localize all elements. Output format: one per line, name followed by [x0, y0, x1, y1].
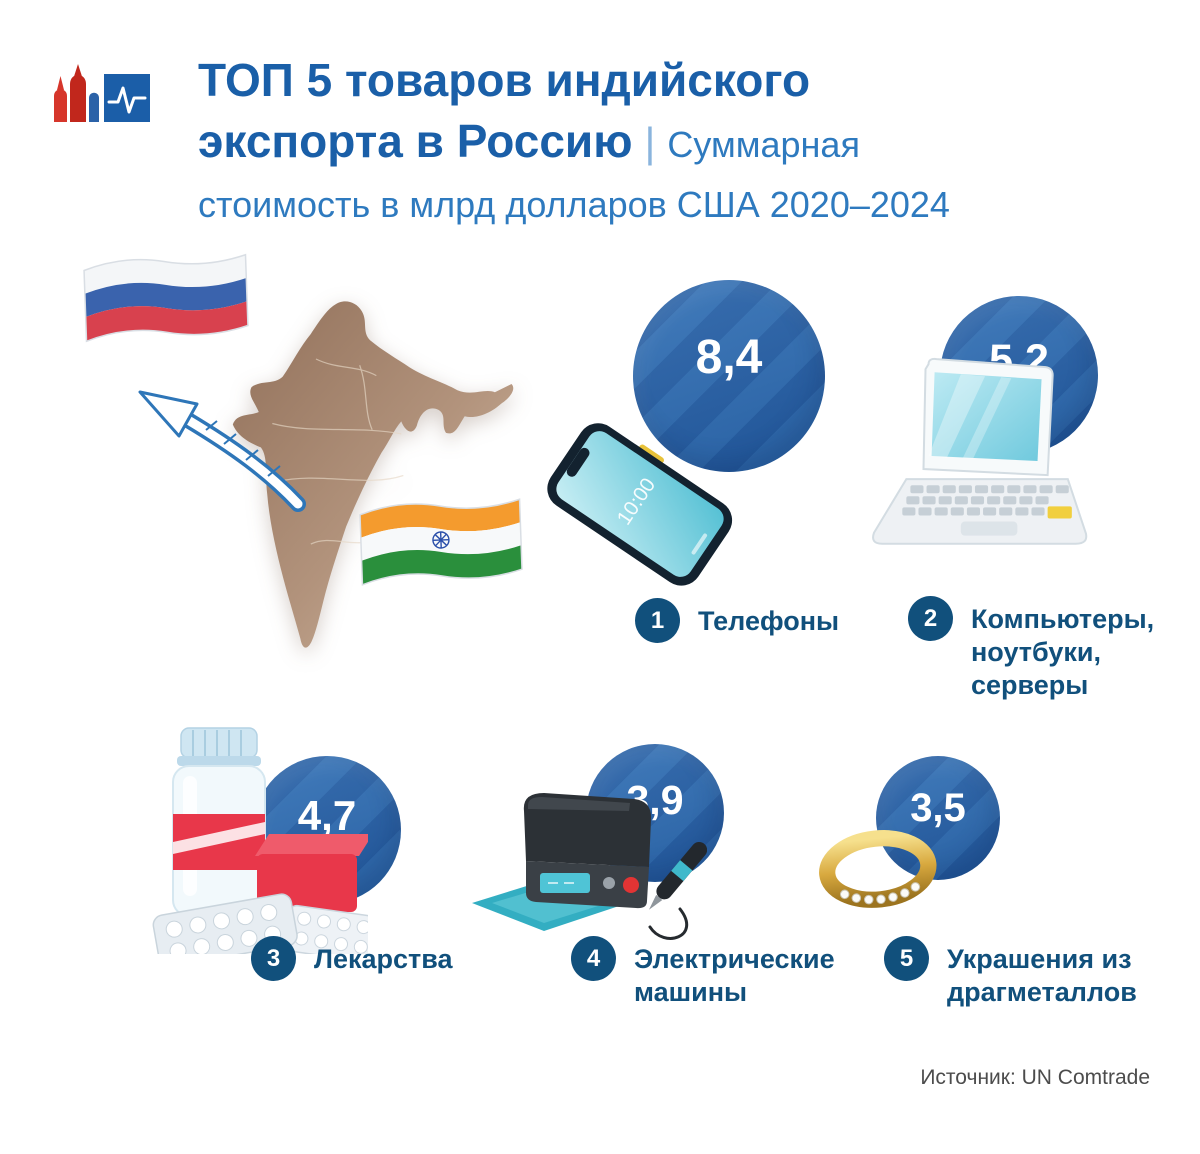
value-label-phones: 8,4: [695, 330, 763, 384]
rank-badge-3: 3: [251, 936, 296, 981]
value-bubble-jewellery: 3,5: [876, 756, 1000, 880]
item-caption-computers: 2 Компьютеры, ноутбуки, серверы: [908, 596, 1183, 702]
item-caption-machines: 4 Электрические машины: [571, 936, 854, 1009]
rank-badge-1: 1: [635, 598, 680, 643]
india-map-icon: [212, 292, 524, 660]
item-caption-phones: 1 Телефоны: [635, 598, 839, 643]
title-line-1: ТОП 5 товаров индийского: [198, 54, 811, 106]
export-arrow-icon: [118, 372, 323, 537]
title-separator: |: [644, 118, 656, 166]
brand-logo: [46, 56, 150, 130]
value-bubble-phones: 8,4: [633, 280, 825, 472]
item-caption-medicines: 3 Лекарства: [251, 936, 452, 981]
subtitle-part-2: стоимость в млрд долларов США 2020–2024: [198, 184, 950, 226]
item-label-phones: Телефоны: [698, 606, 840, 636]
rank-badge-2: 2: [908, 596, 953, 641]
item-label-medicines: Лекарства: [314, 944, 453, 974]
india-flag-icon: [354, 489, 527, 595]
item-caption-jewellery: 5 Украшения из драгметаллов: [884, 936, 1152, 1009]
smartphone-icon: 10:00: [535, 409, 746, 598]
gold-ring-icon: [807, 813, 949, 928]
item-label-computers: Компьютеры, ноутбуки, серверы: [971, 604, 1155, 700]
laptop-yellow-key: [1047, 506, 1072, 519]
page-title: ТОП 5 товаров индийского экспорта в Росс…: [198, 50, 1148, 232]
rank-badge-4: 4: [571, 936, 616, 981]
cathedral-pulse-logo-icon: [54, 64, 150, 122]
russia-flag-icon: [78, 245, 253, 351]
item-label-jewellery: Украшения из драгметаллов: [947, 944, 1137, 1007]
source-note: Источник: UN Comtrade: [920, 1066, 1150, 1089]
laptop-icon: [868, 356, 1090, 568]
medicines-icon: [136, 714, 368, 954]
value-label-jewellery: 3,5: [910, 785, 966, 830]
value-label-medicines: 4,7: [297, 791, 357, 839]
title-line-2: экспорта в Россию: [198, 114, 633, 167]
rank-badge-5: 5: [884, 936, 929, 981]
item-label-machines: Электрические машины: [634, 944, 835, 1007]
subtitle-part-1: Суммарная: [667, 123, 860, 165]
electrical-machine-icon: [465, 775, 707, 955]
